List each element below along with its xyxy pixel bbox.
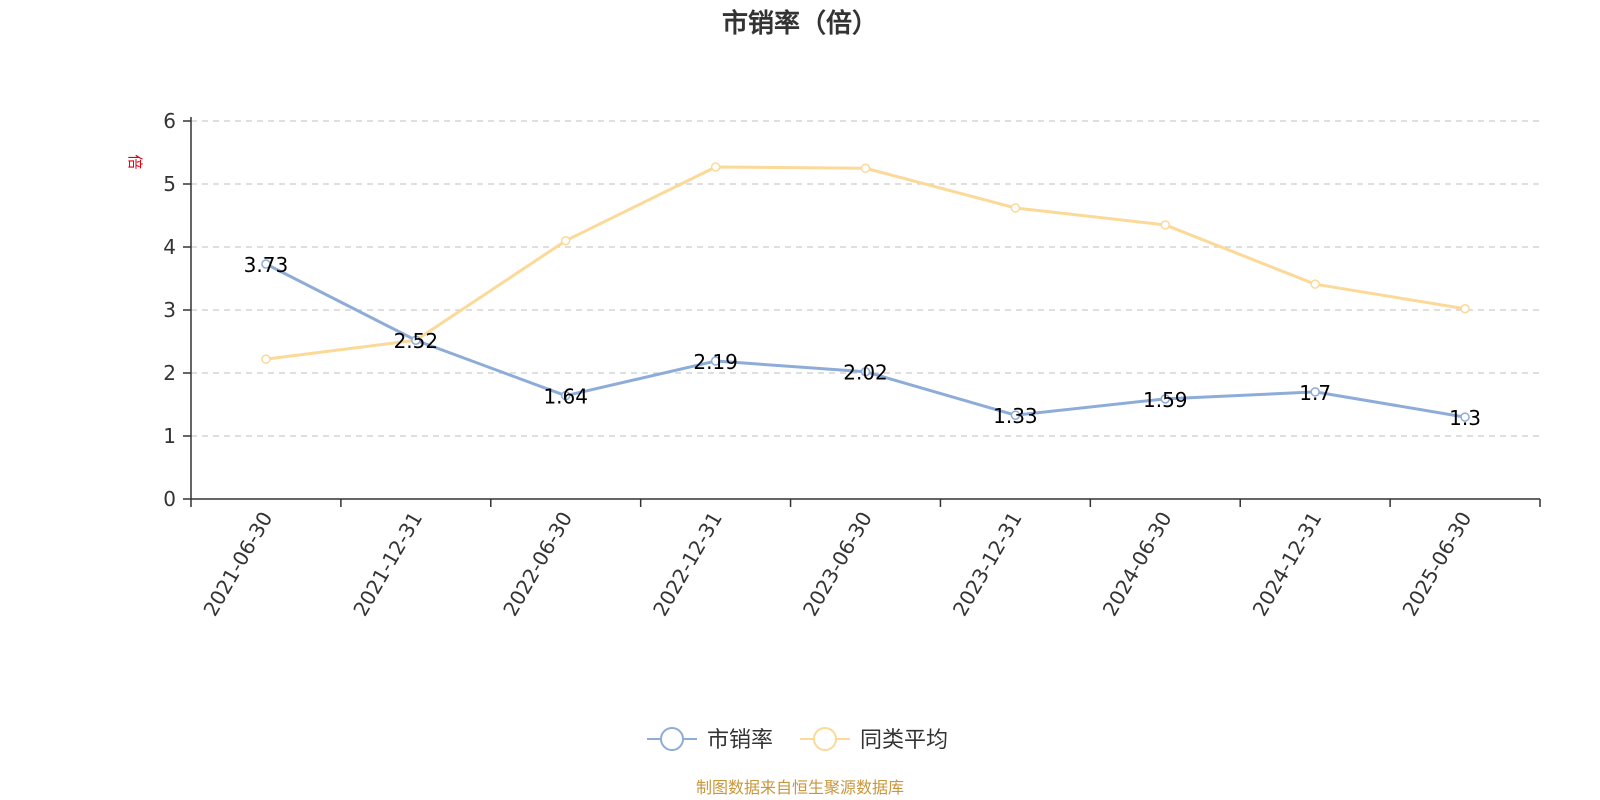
series-1-data-label: 2.19 — [693, 350, 738, 374]
x-tick-label: 2021-06-30 — [198, 508, 277, 621]
legend: 市销率 同类平均 — [647, 727, 948, 753]
series-1-point — [1160, 394, 1171, 404]
series-1-data-label: 3.73 — [244, 253, 289, 277]
x-tick-label: 2023-12-31 — [948, 508, 1027, 621]
x-tick-label: 2021-12-31 — [348, 508, 427, 621]
series-1-point — [1460, 412, 1470, 422]
y-tick-label: 2 — [163, 361, 176, 385]
legend-series-1-marker-icon — [660, 727, 684, 751]
series-2-point — [560, 235, 571, 246]
series-2-point — [1160, 220, 1171, 230]
series-2-point — [261, 354, 271, 364]
series-1-point — [1010, 410, 1021, 420]
series-2-line — [265, 165, 1466, 361]
series-2-point — [1460, 303, 1470, 314]
series-1-point — [411, 335, 421, 345]
series-1-data-label: 1.59 — [1143, 388, 1188, 412]
series-1-point — [560, 390, 571, 401]
series-1-data-label: 1.7 — [1299, 381, 1331, 405]
legend-series-2-marker-icon — [813, 727, 837, 751]
series-1-point — [261, 259, 271, 269]
series-1-data-label: 1.3 — [1449, 406, 1481, 430]
legend-item-series-2[interactable]: 同类平均 — [800, 727, 948, 753]
x-tick-label: 2025-06-30 — [1397, 508, 1476, 621]
data-labels: 3.73 2.52 1.64 2.19 2.02 1.33 1.59 1.7 1.3 — [244, 253, 1481, 430]
series-1-data-label: 1.33 — [993, 404, 1038, 428]
y-tick-label: 0 — [163, 487, 176, 511]
y-tick-label: 4 — [163, 235, 176, 259]
series-1-point — [860, 366, 871, 377]
series-1-point — [1310, 387, 1320, 397]
x-tick-label: 2024-12-31 — [1248, 508, 1327, 621]
x-tick-label: 2022-06-30 — [498, 508, 577, 621]
series-1-point — [710, 356, 721, 366]
series-1-data-label: 2.52 — [394, 329, 439, 353]
legend-series-1-label: 市销率 — [707, 728, 773, 753]
y-tick-label: 1 — [163, 424, 176, 448]
series-2-point — [860, 163, 871, 173]
series-1-line — [265, 262, 1466, 419]
legend-item-series-1[interactable]: 市销率 — [647, 727, 773, 753]
y-tick-label: 5 — [163, 172, 176, 196]
series-2-point — [1010, 203, 1021, 213]
data-source-note: 制图数据来自恒生聚源数据库 — [696, 778, 904, 797]
chart-title: 市销率（倍） — [722, 8, 878, 39]
x-tick-label: 2023-06-30 — [798, 508, 877, 621]
series-lines — [261, 162, 1470, 422]
series-2-point — [1310, 279, 1320, 289]
y-tick-label: 3 — [163, 298, 176, 322]
legend-series-2-label: 同类平均 — [860, 728, 948, 753]
grid-lines — [191, 120, 1540, 437]
x-tick-label: 2024-06-30 — [1098, 508, 1177, 621]
series-1-data-label: 2.02 — [843, 361, 888, 385]
series-1-data-label: 1.64 — [543, 385, 588, 409]
y-axis-unit-label: 倍 — [126, 154, 144, 169]
x-tick-label: 2022-12-31 — [648, 508, 727, 621]
y-tick-label: 6 — [163, 109, 176, 133]
series-2-point — [710, 162, 721, 172]
